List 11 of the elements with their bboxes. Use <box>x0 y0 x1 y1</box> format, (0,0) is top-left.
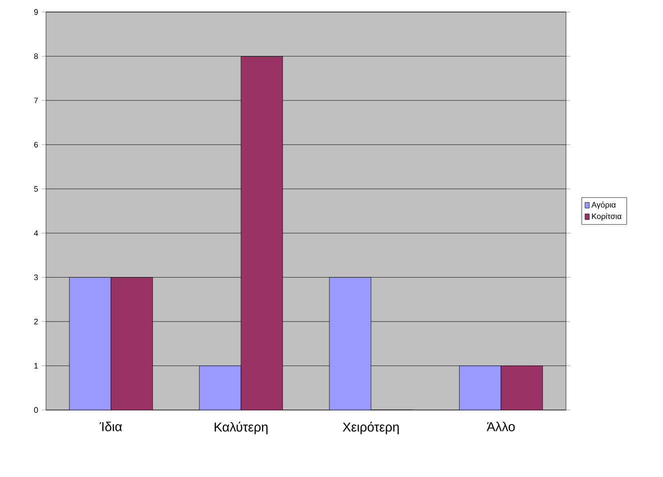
bar <box>240 56 283 410</box>
bar <box>69 277 112 410</box>
bar <box>329 277 372 410</box>
x-tick-label: Καλύτερη <box>214 422 268 434</box>
bar <box>500 366 543 410</box>
bar <box>110 277 153 410</box>
x-tick-label: Ίδια <box>100 422 122 432</box>
x-tick-label: Χειρότερη <box>342 422 399 434</box>
x-tick-label: Άλλο <box>486 422 515 432</box>
bar <box>459 366 502 410</box>
bar <box>199 366 242 410</box>
